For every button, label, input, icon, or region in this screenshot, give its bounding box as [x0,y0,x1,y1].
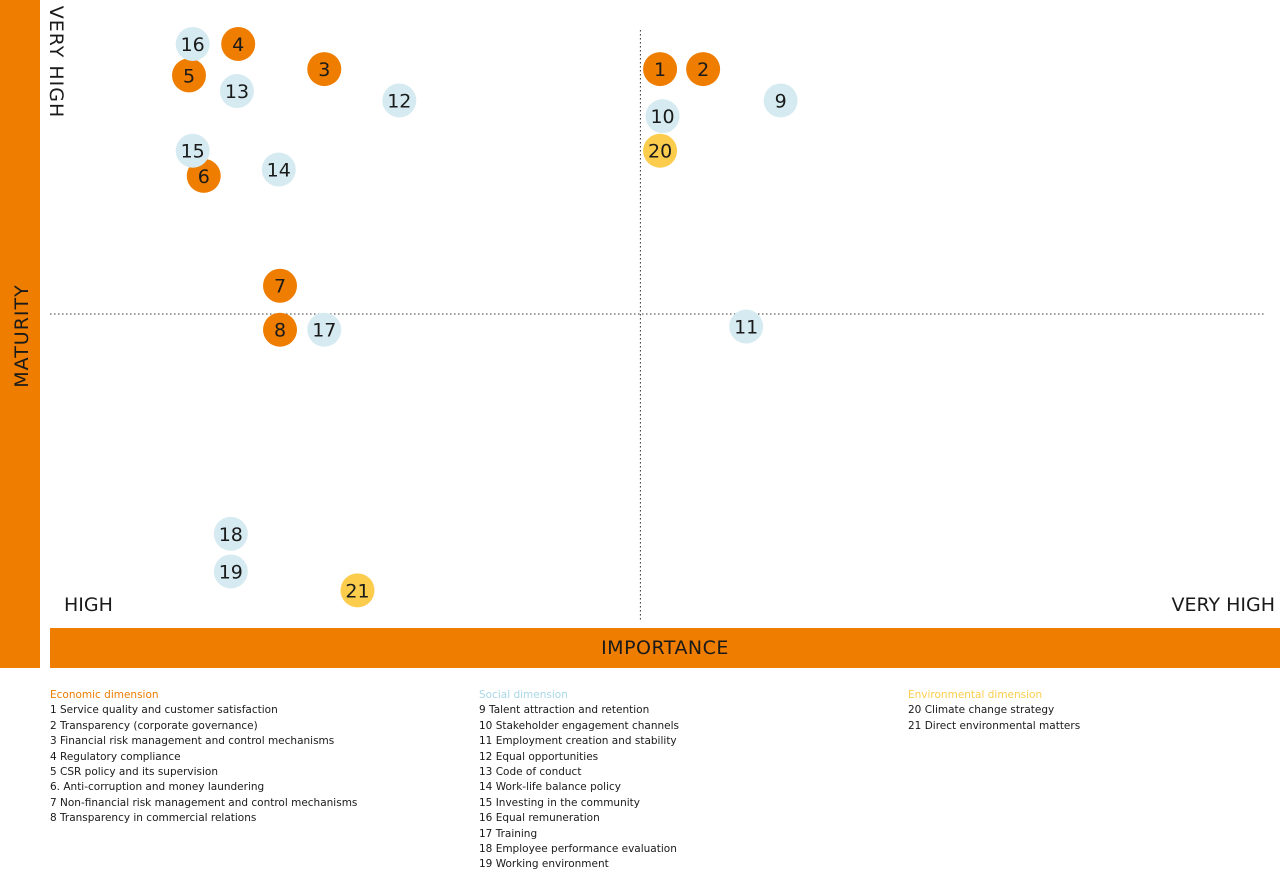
point-marker [171,58,206,93]
data-point-20: 20 [643,133,678,168]
point-label: 11 [734,317,758,339]
point-label: 5 [183,65,195,87]
data-point-12: 12 [382,83,417,118]
legend-item: 16 Equal remuneration [479,812,600,825]
legend-item: 7 Non-financial risk management and cont… [50,796,358,809]
point-label: 6 [198,166,210,188]
point-label: 13 [225,81,249,103]
data-point-1: 1 [643,52,678,87]
point-marker [645,99,680,134]
data-point-10: 10 [645,99,680,134]
data-point-17: 17 [307,312,342,347]
point-label: 7 [274,276,286,298]
point-marker [219,74,254,109]
point-label: 3 [318,59,330,81]
point-label: 12 [387,90,411,112]
legend-item: 4 Regulatory compliance [50,750,181,763]
legend-item: 17 Training [479,827,538,840]
point-label: 21 [345,580,369,602]
point-marker [221,26,256,61]
legend-social-list: 9 Talent attraction and retention 10 Stak… [479,703,679,872]
legend-item: 19 Working environment [479,858,609,871]
legend-item: 6. Anti-corruption and money laundering [50,781,265,794]
point-marker [643,133,678,168]
point-marker [307,312,342,347]
point-marker [729,309,764,344]
data-point-13: 13 [219,74,254,109]
legend-item: 11 Employment creation and stability [479,735,677,748]
x-axis-low-label: HIGH [64,594,113,616]
data-point-11: 11 [729,309,764,344]
point-label: 4 [232,34,244,56]
point-marker [307,52,342,87]
data-point-16: 16 [175,26,210,61]
point-marker [175,26,210,61]
y-axis-band: MATURITY [0,0,40,668]
point-marker [213,554,248,589]
legend-item: 2 Transparency (corporate governance) [50,719,258,732]
data-point-4: 4 [221,26,256,61]
legend-item: 5 CSR policy and its supervision [50,766,218,779]
point-marker [261,152,296,187]
point-marker [340,573,375,608]
legend-item: 13 Code of conduct [479,766,582,779]
x-axis-high-label: VERY HIGH [1171,594,1275,616]
point-label: 9 [775,90,787,112]
point-marker [686,52,721,87]
data-point-8: 8 [263,312,298,347]
point-label: 2 [697,59,709,81]
legend-economic-title: Economic dimension [50,689,159,701]
x-axis-title: IMPORTANCE [601,637,729,659]
legend-economic: Economic dimension 1 Service quality and… [50,688,357,827]
data-point-19: 19 [213,554,248,589]
point-label: 17 [312,320,336,342]
point-marker [263,268,298,303]
data-point-14: 14 [261,152,296,187]
legend-environmental-title: Environmental dimension [908,689,1043,701]
legend-environmental: Environmental dimension 20 Climate chang… [908,688,1080,734]
data-point-5: 5 [171,58,206,93]
data-point-2: 2 [686,52,721,87]
point-label: 1 [654,59,666,81]
legend-social-title: Social dimension [479,689,568,701]
legend-item: 12 Equal opportunities [479,750,599,763]
legend-item: 20 Climate change strategy [908,704,1055,717]
data-point-21: 21 [340,573,375,608]
data-point-7: 7 [263,268,298,303]
point-label: 20 [648,141,672,163]
point-label: 15 [181,141,205,163]
point-label: 14 [267,160,291,182]
legend-item: 18 Employee performance evaluation [479,843,677,856]
data-point-18: 18 [213,516,248,551]
data-point-3: 3 [307,52,342,87]
point-label: 19 [219,561,243,583]
legend-environmental-list: 20 Climate change strategy 21 Direct envi… [908,703,1080,734]
point-marker [175,133,210,168]
point-label: 8 [274,320,286,342]
data-point-9: 9 [763,83,798,118]
x-axis-band: IMPORTANCE [50,628,1280,668]
legend-item: 15 Investing in the community [479,796,640,809]
legend-item: 14 Work-life balance policy [479,781,621,794]
legend-item: 10 Stakeholder engagement channels [479,719,680,732]
data-point-15: 15 [175,133,210,168]
legend-item: 21 Direct environmental matters [908,719,1081,732]
legend-item: 9 Talent attraction and retention [479,704,650,717]
point-marker [213,516,248,551]
point-label: 10 [650,106,674,128]
point-label: 16 [181,34,205,56]
legend-social: Social dimension 9 Talent attraction and… [479,688,679,873]
point-marker [382,83,417,118]
legend-economic-list: 1 Service quality and customer satisfact… [50,703,357,826]
point-label: 18 [219,524,243,546]
legend-item: 1 Service quality and customer satisfact… [50,704,278,717]
legend-item: 8 Transparency in commercial relations [50,812,257,825]
point-marker [643,52,678,87]
point-marker [263,312,298,347]
point-marker [763,83,798,118]
legend-item: 3 Financial risk management and control … [50,735,335,748]
